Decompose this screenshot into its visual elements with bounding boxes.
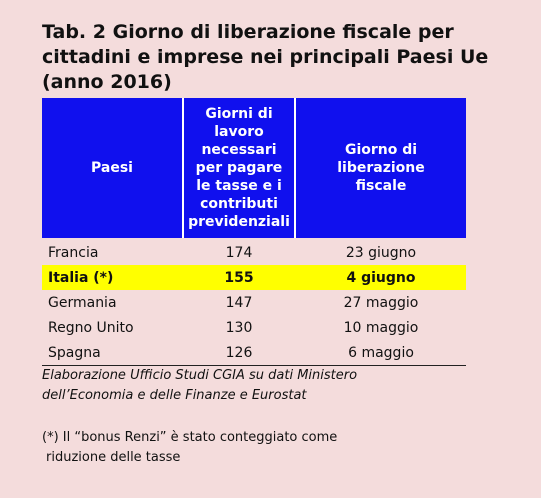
cell-giorno: 6 maggio [348,344,414,361]
table-header: Paesi Giorni di lavoro necessari per pag… [42,98,466,238]
table-row: Spagna 126 6 maggio [42,340,466,365]
header-paesi: Paesi [42,98,182,238]
cell-giorno: 10 maggio [343,319,419,336]
table-row: Francia 174 23 giugno [42,240,466,265]
header-giorni-line: le tasse e i [196,178,282,194]
table-body: Francia 174 23 giugno Italia (*) 155 4 g… [42,240,466,366]
title-line-2: cittadini e imprese nei principali Paesi… [42,46,489,68]
header-giorni-line: necessari [201,142,277,158]
cell-giorni: 174 [225,244,253,261]
source-line-1: Elaborazione Ufficio Studi CGIA su dati … [42,368,358,383]
header-giorni-line: previdenziali [188,214,290,230]
table-row: Regno Unito 130 10 maggio [42,315,466,340]
cell-paese: Germania [48,294,117,311]
cell-paese: Regno Unito [48,319,134,336]
cell-giorni: 147 [225,294,253,311]
header-paesi-label: Paesi [91,160,133,176]
cell-giorno: 4 giugno [346,269,416,286]
cell-giorno: 27 maggio [343,294,419,311]
cell-paese: Spagna [48,344,101,361]
footnote-line-2: riduzione delle tasse [46,450,181,465]
header-giorni-line: per pagare [195,160,283,176]
fiscal-liberation-table: Paesi Giorni di lavoro necessari per pag… [42,98,466,366]
source-note: Elaborazione Ufficio Studi CGIA su dati … [42,366,502,406]
cell-paese: Francia [48,244,99,261]
header-giorno-liberazione: Giorno di liberazione fiscale [296,98,466,238]
header-giorni-lavoro: Giorni di lavoro necessari per pagare le… [182,98,296,238]
footnote: (*) Il “bonus Renzi” è stato conteggiato… [42,428,502,468]
table-row: Germania 147 27 maggio [42,290,466,315]
title-line-3: (anno 2016) [42,71,172,93]
cell-giorno: 23 giugno [345,244,417,261]
table-row-highlighted: Italia (*) 155 4 giugno [42,265,466,290]
header-giorno-line: Giorno di [344,142,418,158]
header-giorno-line: liberazione [337,160,425,176]
header-giorni-line: contributi [200,196,278,212]
header-giorno-line: fiscale [355,178,407,194]
footnote-line-1: (*) Il “bonus Renzi” è stato conteggiato… [42,430,338,445]
header-giorni-line: lavoro [214,124,264,140]
cell-giorni: 130 [225,319,253,336]
title-line-1: Tab. 2 Giorno di liberazione fiscale per [42,21,454,43]
cell-giorni: 155 [224,269,254,286]
header-giorni-line: Giorni di [205,106,273,122]
cell-giorni: 126 [225,344,253,361]
source-line-2: dell’Economia e delle Finanze e Eurostat [42,388,307,403]
table-title: Tab. 2 Giorno di liberazione fiscale per… [42,20,512,95]
cell-paese: Italia (*) [48,269,114,286]
